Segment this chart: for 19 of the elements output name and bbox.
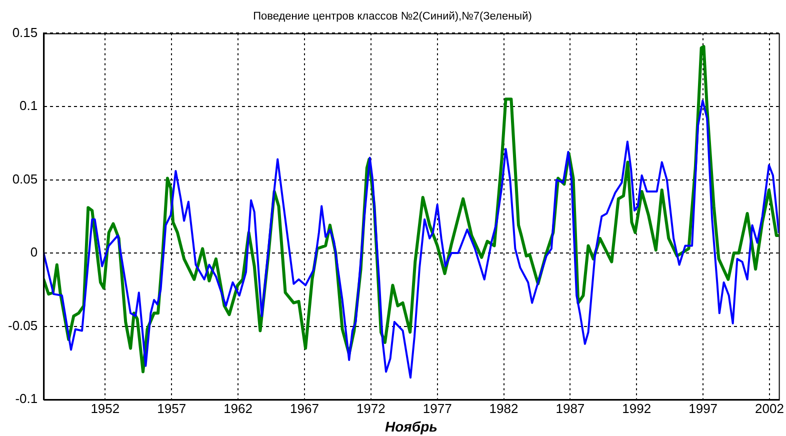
x-tick-label: 1992 [622, 400, 652, 416]
x-tick-label: 1967 [290, 400, 319, 416]
y-tick-label: 0.15 [12, 24, 38, 40]
y-tick-label: 0.1 [20, 98, 38, 114]
y-tick-label: 0 [30, 244, 38, 260]
x-tick-label: 1977 [422, 400, 452, 416]
x-tick-label: 1962 [224, 400, 252, 416]
y-tick-label: -0.1 [15, 391, 38, 406]
x-tick-label: 1987 [556, 400, 585, 416]
x-tick-label: 1997 [688, 400, 718, 416]
x-tick-label: 1952 [90, 400, 120, 416]
x-tick-label: 1957 [157, 400, 186, 416]
y-tick-label: -0.05 [8, 318, 38, 333]
x-axis-title: Ноябрь [384, 418, 438, 434]
chart-title: Поведение центров классов №2(Синий),№7(Зеленый) [253, 10, 532, 23]
x-tick-label: 2002 [755, 400, 784, 416]
x-tick-label: 1982 [489, 400, 518, 416]
y-tick-label: 0.05 [12, 171, 38, 186]
x-tick-label: 1972 [356, 400, 386, 416]
